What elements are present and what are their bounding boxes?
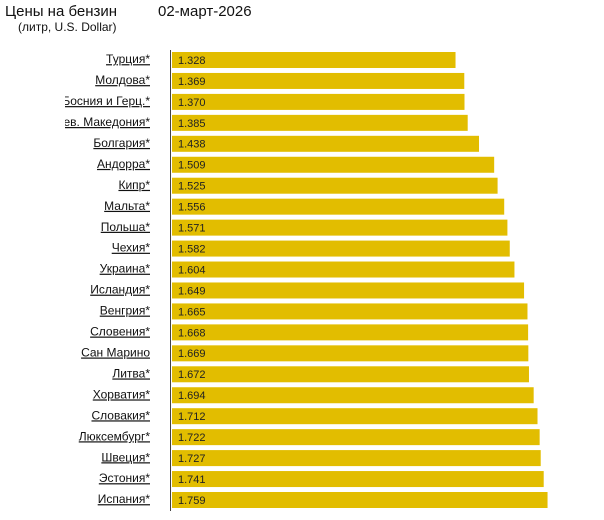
value-label: 1.672 — [178, 369, 206, 381]
category-link[interactable]: Словения* — [90, 325, 150, 339]
bar — [172, 471, 544, 488]
bar — [172, 156, 495, 173]
chart-date: 02-март-2026 — [158, 3, 252, 20]
bar — [172, 366, 529, 383]
value-label: 1.722 — [178, 432, 206, 444]
category-link[interactable]: Испания* — [98, 492, 151, 506]
value-label: 1.727 — [178, 453, 206, 465]
bar — [172, 408, 538, 425]
value-label: 1.370 — [178, 97, 206, 109]
bar — [172, 93, 465, 110]
bar — [172, 282, 525, 299]
value-label: 1.604 — [178, 264, 206, 276]
value-label: 1.741 — [178, 474, 206, 486]
value-label: 1.525 — [178, 181, 206, 193]
category-link[interactable]: Литва* — [112, 366, 150, 380]
bar — [172, 450, 541, 467]
value-label: 1.509 — [178, 160, 206, 172]
bar — [172, 135, 480, 152]
value-label: 1.438 — [178, 139, 206, 151]
category-link[interactable]: Украина* — [100, 262, 151, 276]
bar — [172, 492, 548, 508]
value-label: 1.649 — [178, 285, 206, 297]
value-label: 1.571 — [178, 223, 206, 235]
value-label: 1.556 — [178, 202, 206, 214]
bar — [172, 303, 528, 320]
category-link[interactable]: Кипр* — [118, 178, 150, 192]
value-label: 1.759 — [178, 495, 206, 507]
value-label: 1.328 — [178, 55, 206, 67]
bar — [172, 429, 540, 446]
category-link[interactable]: Болгария* — [93, 136, 150, 150]
value-label: 1.669 — [178, 348, 206, 360]
value-label: 1.712 — [178, 411, 206, 423]
value-label: 1.369 — [178, 76, 206, 88]
category-link[interactable]: Молдова* — [95, 73, 150, 87]
category-link[interactable]: Швеция* — [101, 450, 150, 464]
category-link[interactable]: Сан Марино — [81, 346, 150, 360]
category-link[interactable]: Исландия* — [90, 283, 150, 297]
category-link[interactable]: Андорра* — [97, 157, 150, 171]
bar — [172, 177, 498, 194]
category-link[interactable]: Босния и Герц.* — [62, 94, 150, 108]
bar — [172, 198, 505, 215]
bar — [172, 345, 529, 362]
chart-subtitle: (литр, U.S. Dollar) — [18, 20, 117, 34]
category-link[interactable]: Чехия* — [112, 241, 151, 255]
category-link[interactable]: Хорватия* — [93, 387, 151, 401]
value-label: 1.582 — [178, 243, 206, 255]
category-link[interactable]: Словакия* — [91, 408, 150, 422]
bar — [172, 261, 515, 278]
category-link[interactable]: Венгрия* — [100, 304, 151, 318]
category-link[interactable]: Люксембург* — [79, 429, 151, 443]
category-link[interactable]: Сев. Македония* — [55, 115, 150, 129]
bar — [172, 219, 508, 236]
label-group: Турция* Молдова* Босния и Герц.* Сев. Макед… — [55, 52, 151, 506]
bar — [172, 387, 534, 404]
value-label: 1.668 — [178, 327, 206, 339]
category-link[interactable]: Турция* — [106, 52, 150, 66]
bar — [172, 52, 456, 68]
bar — [172, 72, 465, 89]
bar — [172, 324, 529, 341]
category-link[interactable]: Польша* — [101, 220, 151, 234]
chart-title: Цены на бензин — [5, 3, 117, 20]
value-label: 1.385 — [178, 118, 206, 130]
bar — [172, 114, 468, 131]
bar — [172, 240, 510, 257]
category-link[interactable]: Мальта* — [104, 199, 150, 213]
category-link[interactable]: Эстония* — [99, 471, 150, 485]
value-label: 1.665 — [178, 306, 206, 318]
value-label: 1.694 — [178, 390, 206, 402]
